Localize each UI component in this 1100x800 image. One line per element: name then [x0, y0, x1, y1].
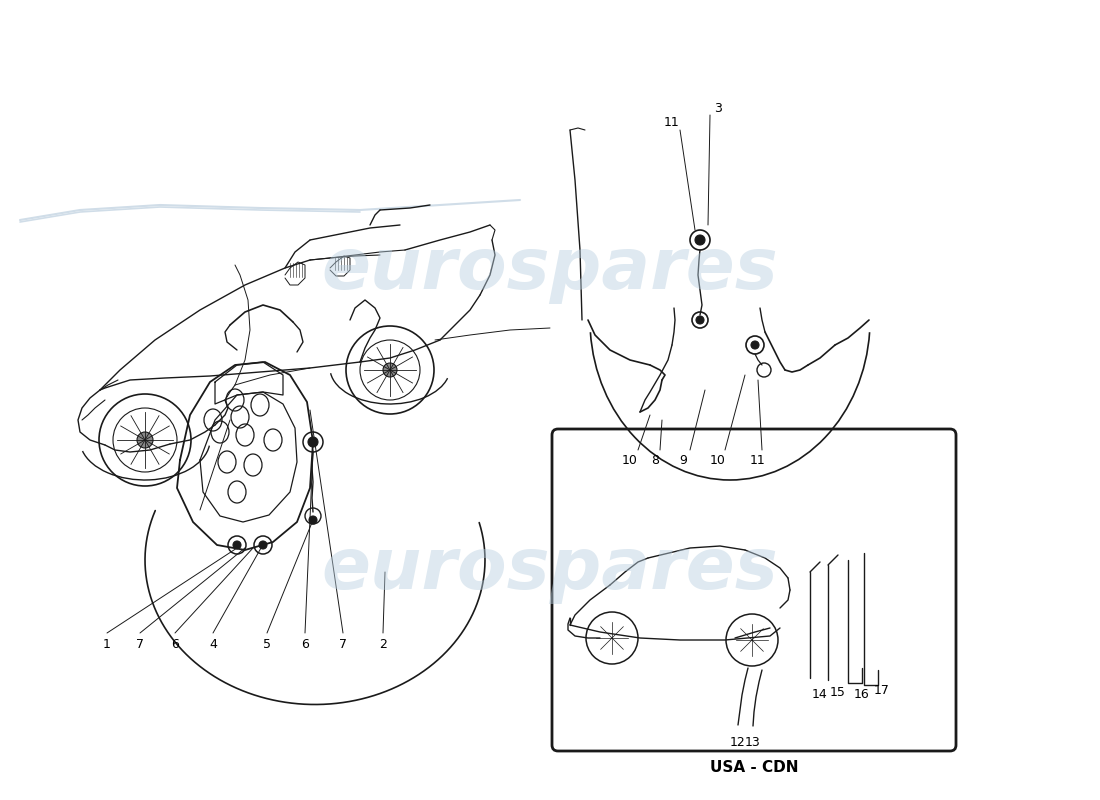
Circle shape: [233, 541, 241, 549]
Text: 13: 13: [745, 735, 761, 749]
Circle shape: [746, 336, 764, 354]
Text: 1: 1: [103, 638, 111, 651]
Circle shape: [254, 536, 272, 554]
Text: 11: 11: [664, 115, 680, 129]
Text: 3: 3: [714, 102, 722, 114]
Text: USA - CDN: USA - CDN: [710, 759, 799, 774]
Text: eurospares: eurospares: [321, 535, 779, 605]
Circle shape: [305, 508, 321, 524]
Text: 11: 11: [750, 454, 766, 466]
Text: 5: 5: [263, 638, 271, 651]
Circle shape: [692, 312, 708, 328]
Circle shape: [690, 230, 710, 250]
Text: 16: 16: [854, 689, 870, 702]
Circle shape: [228, 536, 246, 554]
Text: 17: 17: [874, 683, 890, 697]
Text: 6: 6: [172, 638, 179, 651]
Text: 9: 9: [679, 454, 686, 466]
Circle shape: [302, 432, 323, 452]
Text: 6: 6: [301, 638, 309, 651]
Circle shape: [258, 541, 267, 549]
Text: 14: 14: [812, 689, 828, 702]
Circle shape: [308, 437, 318, 447]
Text: 10: 10: [711, 454, 726, 466]
Text: 12: 12: [730, 735, 746, 749]
Text: 7: 7: [136, 638, 144, 651]
Circle shape: [309, 516, 317, 524]
Circle shape: [138, 432, 153, 448]
Text: 2: 2: [379, 638, 387, 651]
Text: eurospares: eurospares: [321, 235, 779, 305]
Text: 15: 15: [830, 686, 846, 698]
Text: 8: 8: [651, 454, 659, 466]
Circle shape: [751, 341, 759, 349]
Circle shape: [696, 316, 704, 324]
Text: 4: 4: [209, 638, 217, 651]
Circle shape: [695, 235, 705, 245]
Circle shape: [757, 363, 771, 377]
Text: 10: 10: [623, 454, 638, 466]
Text: 7: 7: [339, 638, 346, 651]
Circle shape: [383, 363, 397, 377]
